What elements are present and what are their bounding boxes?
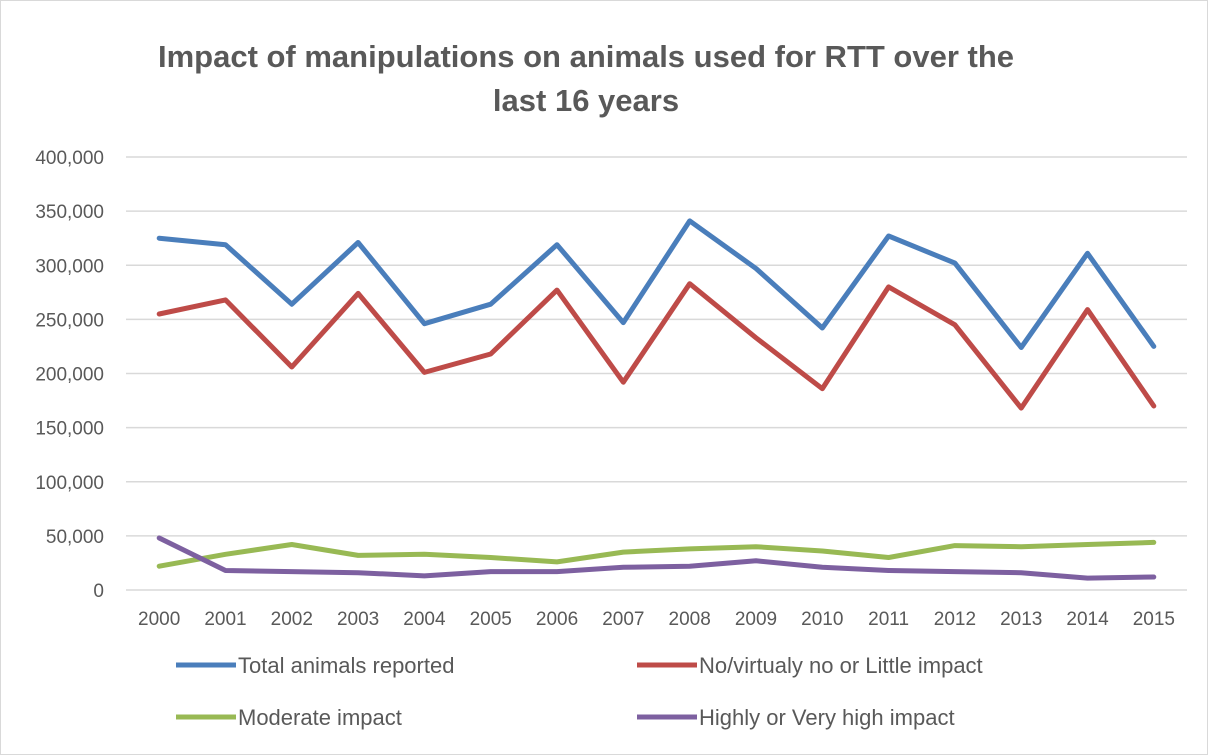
y-tick-label: 100,000 (35, 473, 104, 494)
x-tick-label: 2001 (204, 609, 246, 630)
y-tick-label: 50,000 (46, 527, 104, 548)
y-axis-tick-labels: 0 50,000 100,000 150,000 200,000 250,000 300,0… (35, 148, 104, 602)
x-tick-label: 2008 (669, 609, 711, 630)
y-tick-label: 150,000 (35, 419, 104, 440)
x-tick-label: 2002 (271, 609, 313, 630)
x-tick-label: 2007 (602, 609, 644, 630)
y-tick-label: 300,000 (35, 256, 104, 277)
series-line-3 (156, 539, 1157, 569)
chart-title-line-2: last 16 years (493, 83, 679, 118)
series-lines (156, 218, 1157, 581)
x-tick-label: 2010 (801, 609, 843, 630)
y-tick-label: 400,000 (35, 148, 104, 169)
x-tick-label: 2014 (1066, 609, 1109, 630)
x-axis-tick-labels: 2000 2001 2002 2003 2004 2005 2006 2007 2008 2009… (138, 609, 1175, 630)
chart-title-line-1: Impact of manipulations on animals used … (158, 39, 1014, 74)
x-tick-label: 2003 (337, 609, 379, 630)
x-tick-label: 2012 (934, 609, 976, 630)
legend-label: Highly or Very high impact (699, 705, 955, 730)
series-line-4 (156, 535, 1157, 581)
legend-label: Moderate impact (238, 705, 402, 730)
series-line-2 (156, 281, 1157, 411)
y-tick-label: 0 (93, 581, 104, 602)
gridlines (126, 156, 1187, 591)
x-tick-label: 2011 (868, 609, 909, 630)
x-tick-label: 2009 (735, 609, 777, 630)
x-tick-label: 2013 (1000, 609, 1042, 630)
x-tick-label: 2006 (536, 609, 578, 630)
series-line-1 (156, 218, 1157, 350)
y-tick-label: 250,000 (35, 310, 104, 331)
legend-label: No/virtualy no or Little impact (699, 653, 983, 678)
y-tick-label: 350,000 (35, 202, 104, 223)
legend: Total animals reported No/virtualy no or … (176, 653, 983, 730)
x-tick-label: 2000 (138, 609, 180, 630)
x-tick-label: 2005 (470, 609, 512, 630)
legend-label: Total animals reported (238, 653, 454, 678)
x-tick-label: 2015 (1133, 609, 1175, 630)
x-tick-label: 2004 (403, 609, 446, 630)
y-tick-label: 200,000 (35, 365, 104, 386)
